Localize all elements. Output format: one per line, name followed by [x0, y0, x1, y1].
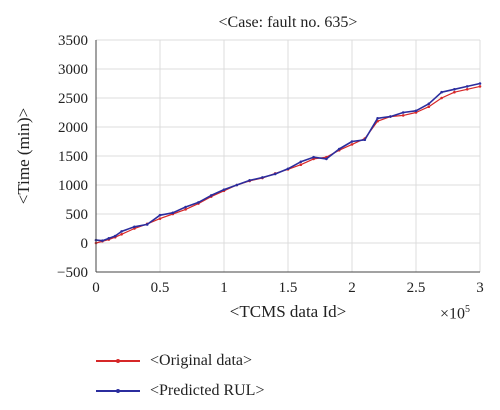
- series-1-point-15: [261, 176, 264, 179]
- y-tick-label-8: 3500: [58, 33, 88, 49]
- series-1-point-29: [440, 90, 443, 94]
- series-1-point-27: [414, 109, 418, 113]
- series-1-point-17: [286, 167, 290, 171]
- legend-label-predicted: <Predicted RUL>: [150, 382, 265, 399]
- series-1-point-3: [113, 234, 117, 238]
- x-axis-multiplier: ×105: [440, 304, 471, 323]
- y-tick-label-6: 2500: [58, 91, 88, 107]
- series-1-point-32: [478, 82, 482, 85]
- x-tick-label-1: 0.5: [151, 280, 170, 296]
- series-1-point-18: [299, 160, 303, 164]
- series-1-point-28: [427, 102, 431, 106]
- series-0-point-32: [478, 85, 482, 88]
- series-1-point-5: [133, 225, 136, 229]
- series-0-point-22: [350, 143, 354, 146]
- series-1-point-9: [184, 205, 187, 209]
- x-tick-label-0: 0: [92, 280, 100, 296]
- series-0-point-30: [453, 90, 456, 94]
- series-0-point-28: [427, 105, 431, 108]
- series-1-point-30: [453, 88, 456, 91]
- y-tick-label-7: 3000: [58, 62, 88, 78]
- series-1-point-12: [222, 188, 226, 191]
- x-tick-label-4: 2: [348, 280, 356, 296]
- y-tick-label-5: 2000: [58, 120, 88, 136]
- series-1-point-25: [389, 115, 392, 118]
- series-1-point-21: [337, 147, 341, 151]
- series-0-point-26: [401, 114, 405, 117]
- series-1-point-26: [401, 111, 405, 114]
- series-1-point-2: [107, 237, 111, 240]
- legend-swatch-predicted: [96, 386, 140, 396]
- series-1-point-24: [376, 117, 379, 120]
- series-0-point-4: [120, 233, 123, 236]
- series-1-point-14: [248, 179, 251, 182]
- series-0-point-7: [158, 217, 162, 220]
- y-axis-label: <Time (min)>: [14, 107, 33, 205]
- y-tick-label-3: 1000: [58, 178, 88, 194]
- series-1-point-1: [101, 239, 104, 242]
- series-0-point-31: [465, 88, 469, 91]
- chart-title: <Case: fault no. 635>: [218, 14, 358, 31]
- series-1-point-8: [171, 211, 175, 215]
- y-tick-label-0: −500: [57, 265, 88, 281]
- x-axis-label: <TCMS data Id>: [229, 302, 347, 321]
- y-tick-label-4: 1500: [58, 149, 88, 165]
- series-1-point-19: [312, 155, 315, 159]
- series-1-point-10: [197, 201, 200, 204]
- series-1-point-11: [209, 194, 213, 197]
- x-tick-label-5: 2.5: [407, 280, 426, 296]
- x-tick-label-2: 1: [220, 280, 228, 296]
- legend-label-original: <Original data>: [150, 352, 253, 369]
- series-1-point-6: [145, 223, 149, 226]
- series-1-point-31: [465, 85, 469, 88]
- series-0-point-29: [440, 96, 443, 100]
- y-tick-label-1: 0: [81, 236, 89, 252]
- x-tick-label-3: 1.5: [279, 280, 298, 296]
- legend: <Original data> <Predicted RUL>: [96, 346, 264, 406]
- series-1-point-22: [350, 140, 354, 143]
- series-1-point-4: [120, 230, 123, 233]
- series-1-point-23: [363, 138, 367, 142]
- legend-item-predicted: <Predicted RUL>: [96, 376, 264, 406]
- legend-swatch-original: [96, 356, 140, 366]
- series-1-point-13: [235, 183, 239, 187]
- legend-item-original: <Original data>: [96, 346, 264, 376]
- series-1-point-7: [158, 213, 162, 217]
- series-1-point-20: [325, 157, 328, 161]
- series-1-point-16: [273, 172, 277, 176]
- series-0-point-18: [299, 163, 303, 166]
- x-tick-label-6: 3: [476, 280, 484, 296]
- y-tick-label-2: 500: [66, 207, 89, 223]
- series-0-point-9: [184, 208, 187, 211]
